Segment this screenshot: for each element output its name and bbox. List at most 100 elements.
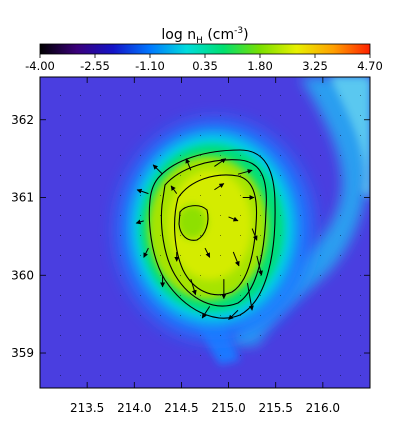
grid-dot (180, 115, 181, 116)
grid-dot (360, 355, 361, 356)
grid-dot (300, 155, 301, 156)
grid-dot (240, 295, 241, 296)
grid-dot (60, 315, 61, 316)
grid-dot (360, 315, 361, 316)
grid-dot (140, 155, 141, 156)
grid-dot (120, 235, 121, 236)
grid-dot (340, 275, 341, 276)
grid-dot (360, 175, 361, 176)
x-tick-label: 215.5 (259, 401, 293, 415)
grid-dot (200, 355, 201, 356)
grid-dot (200, 335, 201, 336)
colorbar-tick-label: 0.35 (192, 59, 218, 73)
grid-dot (280, 335, 281, 336)
velocity-arrow (232, 251, 240, 267)
grid-dot (160, 375, 161, 376)
grid-dot (300, 315, 301, 316)
grid-dot (160, 315, 161, 316)
grid-dot (300, 195, 301, 196)
velocity-arrow (190, 279, 197, 296)
grid-dot (300, 115, 301, 116)
colorbar-tick-label: -2.55 (80, 59, 110, 73)
grid-dot (320, 315, 321, 316)
velocity-arrow (135, 219, 144, 225)
grid-dot (280, 195, 281, 196)
grid-dot (220, 235, 221, 236)
grid-dot (220, 135, 221, 136)
grid-dot (120, 215, 121, 216)
grid-dot (240, 155, 241, 156)
grid-dot (300, 375, 301, 376)
grid-dot (120, 115, 121, 116)
grid-dot (60, 95, 61, 96)
grid-dot (80, 95, 81, 96)
grid-dot (240, 195, 241, 196)
grid-dot (300, 95, 301, 96)
velocity-arrow (228, 309, 239, 320)
grid-dot (160, 295, 161, 296)
grid-dot (160, 195, 161, 196)
grid-dot (280, 295, 281, 296)
grid-dot (120, 375, 121, 376)
blob-peak (168, 170, 252, 280)
grid-dot (160, 155, 161, 156)
grid-dot (120, 295, 121, 296)
grid-dot (220, 175, 221, 176)
grid-dot (320, 295, 321, 296)
grid-dot (60, 355, 61, 356)
grid-dot (260, 335, 261, 336)
grid-dot (80, 375, 81, 376)
grid-dot (140, 195, 141, 196)
grid-dot (120, 95, 121, 96)
grid-dot (100, 295, 101, 296)
grid-dot (200, 115, 201, 116)
contour-hole (178, 205, 209, 241)
grid-dot (100, 255, 101, 256)
grid-dot (200, 135, 201, 136)
x-tick-label: 213.5 (70, 401, 104, 415)
grid-dot (200, 295, 201, 296)
grid-dot (300, 295, 301, 296)
grid-dot (360, 215, 361, 216)
grid-dot (200, 175, 201, 176)
grid-dot (340, 295, 341, 296)
velocity-arrow (256, 255, 263, 276)
grid-dot (100, 315, 101, 316)
grid-dot (240, 275, 241, 276)
grid-dot (180, 375, 181, 376)
contour-inner (174, 174, 258, 296)
grid-dot (280, 255, 281, 256)
grid-dot (120, 255, 121, 256)
grid-dot (300, 355, 301, 356)
grid-dot (180, 215, 181, 216)
grid-dot (140, 335, 141, 336)
grid-dot (360, 155, 361, 156)
y-axis: 359 360 361 362 (11, 113, 370, 360)
grid-dot (60, 215, 61, 216)
grid-dot (340, 95, 341, 96)
grid-dot (340, 315, 341, 316)
colorbar-title: log nH (cm-3) (161, 26, 248, 46)
grid-dot (340, 175, 341, 176)
grid-dot (60, 375, 61, 376)
grid-dot (60, 335, 61, 336)
grid-dot (140, 95, 141, 96)
grid-dot (260, 275, 261, 276)
colorbar-tick-label: 4.70 (357, 59, 383, 73)
grid-dot (120, 135, 121, 136)
grid-dot (100, 175, 101, 176)
grid-dot (120, 275, 121, 276)
blob-hole (177, 205, 207, 239)
grid-dot (320, 115, 321, 116)
grid-dot (80, 175, 81, 176)
grid-dot (120, 335, 121, 336)
grid-dot (60, 295, 61, 296)
grid-dot (60, 195, 61, 196)
grid-dot (240, 235, 241, 236)
grid-dot (240, 335, 241, 336)
grid-dot (280, 215, 281, 216)
grid-dot (80, 155, 81, 156)
velocity-arrow (152, 164, 163, 175)
grid-dot (80, 235, 81, 236)
velocity-arrow (143, 247, 149, 258)
